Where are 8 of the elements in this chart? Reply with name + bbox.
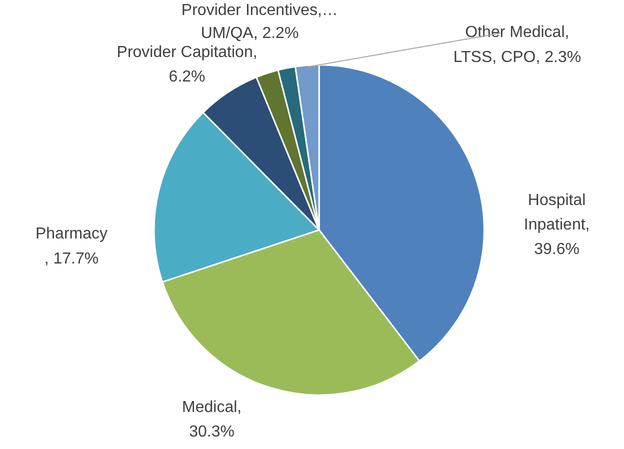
slice-label: Provider Capitation, 6.2% bbox=[116, 44, 258, 86]
slice-label: Provider Incentives,… bbox=[181, 2, 338, 19]
data-label: , 17.7% bbox=[44, 250, 99, 268]
slice-label: UM/QA, 2.2% bbox=[200, 25, 299, 42]
slice-label: Hospital Inpatient, 39.6% bbox=[524, 192, 590, 258]
slice-label: Other Medical, LTSS, CPO, 2.3% bbox=[453, 24, 582, 66]
slice-label: Pharmacy bbox=[35, 226, 108, 243]
slice-label: Medical, 30.3% bbox=[182, 398, 242, 441]
